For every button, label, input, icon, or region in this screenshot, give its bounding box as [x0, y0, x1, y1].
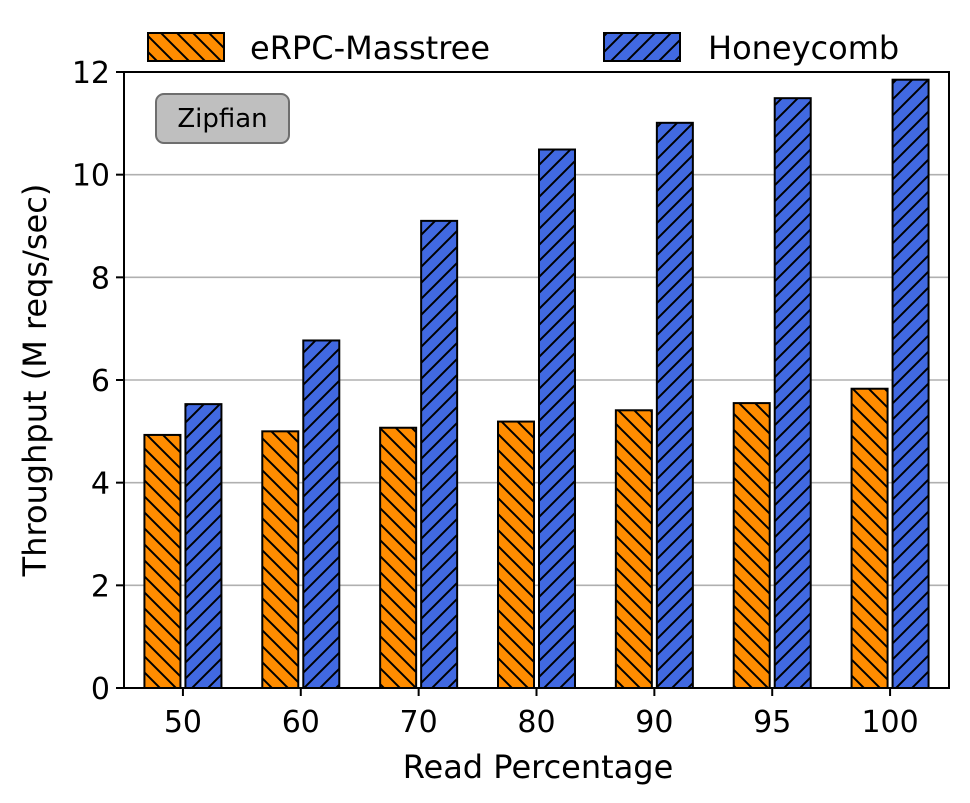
bar-honeycomb-60	[302, 339, 341, 689]
bar-hatch-honeycomb-70	[420, 219, 459, 689]
legend-label-erpc: eRPC-Masstree	[250, 29, 490, 67]
bar-erpc-masstree-90	[614, 409, 653, 689]
y-tick-label-2: 2	[91, 569, 110, 604]
bar-hatch-honeycomb-50	[184, 403, 223, 689]
y-tick-label-4: 4	[91, 467, 110, 502]
x-axis-label: Read Percentage	[403, 748, 674, 786]
x-tick-label-70: 70	[400, 705, 438, 740]
bar-hatch-honeycomb-100	[891, 78, 930, 689]
bar-honeycomb-50	[184, 403, 223, 689]
bar-hatch-erpc-masstree-80	[497, 420, 535, 689]
bar-honeycomb-100	[891, 78, 930, 689]
y-axis-label: Throughput (M reqs/sec)	[16, 184, 54, 578]
bar-hatch-honeycomb-95	[773, 97, 812, 690]
legend-hatch-honeycomb	[603, 32, 681, 62]
bar-erpc-masstree-60	[261, 430, 300, 689]
bar-hatch-erpc-masstree-100	[850, 387, 889, 689]
bar-erpc-masstree-70	[379, 426, 418, 689]
legend-item-erpc: eRPC-Masstree	[147, 29, 490, 67]
bar-honeycomb-80	[538, 148, 576, 690]
bar-hatch-honeycomb-60	[302, 339, 341, 689]
x-tick-label-60: 60	[282, 705, 320, 740]
bar-erpc-masstree-50	[143, 433, 182, 689]
x-tick-label-90: 90	[635, 705, 673, 740]
x-tick-label-95: 95	[753, 705, 791, 740]
y-tick-label-12: 12	[72, 56, 110, 91]
bar-hatch-erpc-masstree-50	[143, 433, 182, 689]
bar-hatch-erpc-masstree-70	[379, 426, 418, 689]
annotation-text: Zipfian	[177, 104, 267, 134]
y-tick-label-8: 8	[91, 261, 110, 296]
bars	[143, 78, 930, 690]
bar-honeycomb-95	[773, 97, 812, 690]
bar-erpc-masstree-100	[850, 387, 889, 689]
legend: eRPC-Masstree Honeycomb	[147, 29, 899, 67]
x-tick-label-100: 100	[861, 705, 918, 740]
legend-label-honeycomb: Honeycomb	[708, 29, 899, 67]
bar-hatch-erpc-masstree-90	[614, 409, 653, 689]
bar-erpc-masstree-95	[732, 402, 771, 689]
x-tick-label-50: 50	[164, 705, 202, 740]
legend-hatch-erpc	[147, 32, 225, 62]
y-tick-label-0: 0	[91, 672, 110, 707]
bar-hatch-honeycomb-80	[538, 148, 576, 690]
y-tick-label-6: 6	[91, 364, 110, 399]
bar-erpc-masstree-80	[497, 420, 535, 689]
x-axis-ticks: 50 60 70 80 90 95 100	[164, 688, 919, 740]
bar-honeycomb-90	[655, 121, 694, 689]
bar-hatch-erpc-masstree-95	[732, 402, 771, 689]
y-tick-label-10: 10	[72, 159, 110, 194]
legend-item-honeycomb: Honeycomb	[603, 29, 899, 67]
annotation-box: Zipfian	[155, 93, 290, 144]
bar-hatch-erpc-masstree-60	[261, 430, 300, 689]
x-tick-label-80: 80	[517, 705, 555, 740]
grid-lines	[124, 173, 949, 587]
y-axis-ticks: 0 2 4 6 8 10 12	[72, 56, 124, 707]
bar-hatch-honeycomb-90	[655, 121, 694, 689]
annotation-background	[155, 93, 290, 144]
bar-honeycomb-70	[420, 219, 459, 689]
